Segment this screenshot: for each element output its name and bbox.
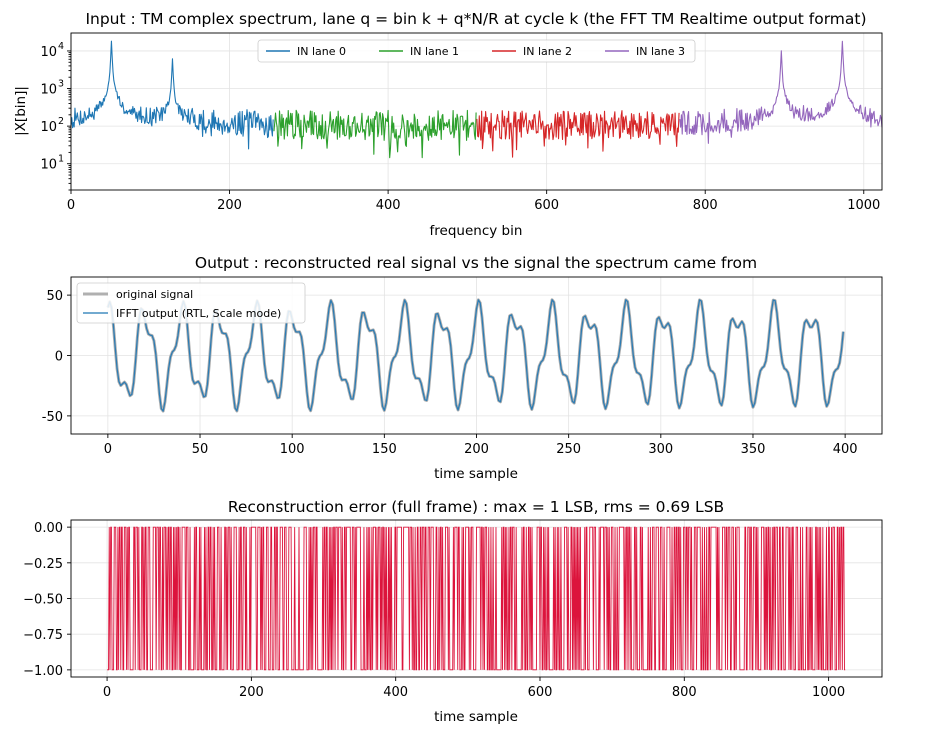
- legend-label-ifft: IFFT output (RTL, Scale mode): [116, 307, 281, 320]
- y-tick-label: 10: [40, 120, 57, 135]
- x-tick-label: 250: [556, 442, 581, 457]
- legend-label-lane-0: IN lane 0: [297, 45, 346, 58]
- reconstruction-title: Output : reconstructed real signal vs th…: [195, 254, 757, 272]
- y-tick-exponent: 4: [58, 41, 64, 52]
- x-tick-label: 600: [528, 685, 553, 700]
- spectrum-line-lane-1: [273, 109, 477, 159]
- y-tick-label: 0: [55, 350, 63, 365]
- error-series: [107, 526, 846, 671]
- y-tick-label: 50: [46, 289, 63, 304]
- reconstruction-x-ticks: 0 50 100 150 200 250 300 350 400: [104, 434, 858, 457]
- error-line: [107, 526, 846, 671]
- x-tick-label: 1000: [812, 685, 845, 700]
- legend-label-lane-2: IN lane 2: [523, 45, 572, 58]
- spectrum-y-label: |X[bin]|: [13, 86, 29, 136]
- y-tick-label: −1.00: [23, 664, 63, 679]
- reconstruction-y-ticks: -50 0 50: [42, 289, 71, 425]
- error-panel: Reconstruction error (full frame) : max …: [23, 498, 883, 725]
- x-tick-label: 400: [376, 198, 401, 213]
- legend-label-original: original signal: [116, 288, 193, 301]
- reconstruction-panel: Output : reconstructed real signal vs th…: [42, 254, 883, 482]
- x-tick-label: 100: [280, 442, 305, 457]
- spectrum-line-lane-2: [476, 110, 680, 158]
- x-tick-label: 400: [383, 685, 408, 700]
- reconstruction-x-label: time sample: [434, 466, 518, 482]
- x-tick-label: 200: [217, 198, 242, 213]
- y-tick-label: -50: [42, 410, 63, 425]
- reconstruction-series: [106, 298, 845, 413]
- x-tick-label: 350: [741, 442, 766, 457]
- x-tick-label: 0: [104, 442, 112, 457]
- x-tick-label: 200: [239, 685, 264, 700]
- spectrum-title: Input : TM complex spectrum, lane q = bi…: [85, 10, 866, 28]
- y-tick-exponent: 3: [58, 79, 64, 90]
- x-tick-label: 600: [534, 198, 559, 213]
- spectrum-x-label: frequency bin: [430, 223, 523, 239]
- y-tick-label: 10: [40, 45, 57, 60]
- y-tick-label: −0.25: [23, 557, 63, 572]
- x-tick-label: 0: [103, 685, 111, 700]
- y-tick-label: −0.50: [23, 593, 63, 608]
- spectrum-line-lane-0: [70, 40, 274, 150]
- x-tick-label: 200: [464, 442, 489, 457]
- spectrum-legend-box: [257, 39, 696, 63]
- error-x-ticks: 0 200 400 600 800 1000: [103, 677, 845, 700]
- spectrum-x-ticks: 0 200 400 600 800 1000: [67, 190, 880, 213]
- spectrum-legend: IN lane 0 IN lane 1 IN lane 2 IN lane 3: [257, 39, 696, 63]
- spectrum-panel: Input : TM complex spectrum, lane q = bi…: [13, 10, 883, 239]
- y-tick-exponent: 2: [58, 116, 64, 127]
- spectrum-axes-frame: [70, 32, 883, 191]
- y-tick-label: −0.75: [23, 628, 63, 643]
- reconstruction-legend-box: [76, 282, 306, 324]
- y-tick-exponent: 1: [58, 154, 64, 165]
- spectrum-grid: [70, 33, 882, 190]
- spectrum-series: [70, 40, 883, 159]
- y-tick-label: 10: [40, 158, 57, 173]
- y-tick-label: 10: [40, 83, 57, 98]
- spectrum-line-lane-3: [679, 40, 883, 144]
- x-tick-label: 300: [648, 442, 673, 457]
- x-tick-label: 800: [693, 198, 718, 213]
- x-tick-label: 50: [192, 442, 209, 457]
- x-tick-label: 0: [67, 198, 75, 213]
- error-y-ticks: 0.00 −0.25 −0.50 −0.75 −1.00: [23, 521, 71, 679]
- ifft-output-line: [107, 299, 844, 412]
- reconstruction-legend: original signal IFFT output (RTL, Scale …: [76, 282, 306, 324]
- legend-label-lane-3: IN lane 3: [636, 45, 685, 58]
- error-title: Reconstruction error (full frame) : max …: [228, 498, 724, 516]
- x-tick-label: 800: [672, 685, 697, 700]
- x-tick-label: 1000: [847, 198, 880, 213]
- error-x-label: time sample: [434, 709, 518, 725]
- legend-label-lane-1: IN lane 1: [410, 45, 459, 58]
- y-tick-label: 0.00: [34, 521, 63, 536]
- x-tick-label: 400: [833, 442, 858, 457]
- x-tick-label: 150: [372, 442, 397, 457]
